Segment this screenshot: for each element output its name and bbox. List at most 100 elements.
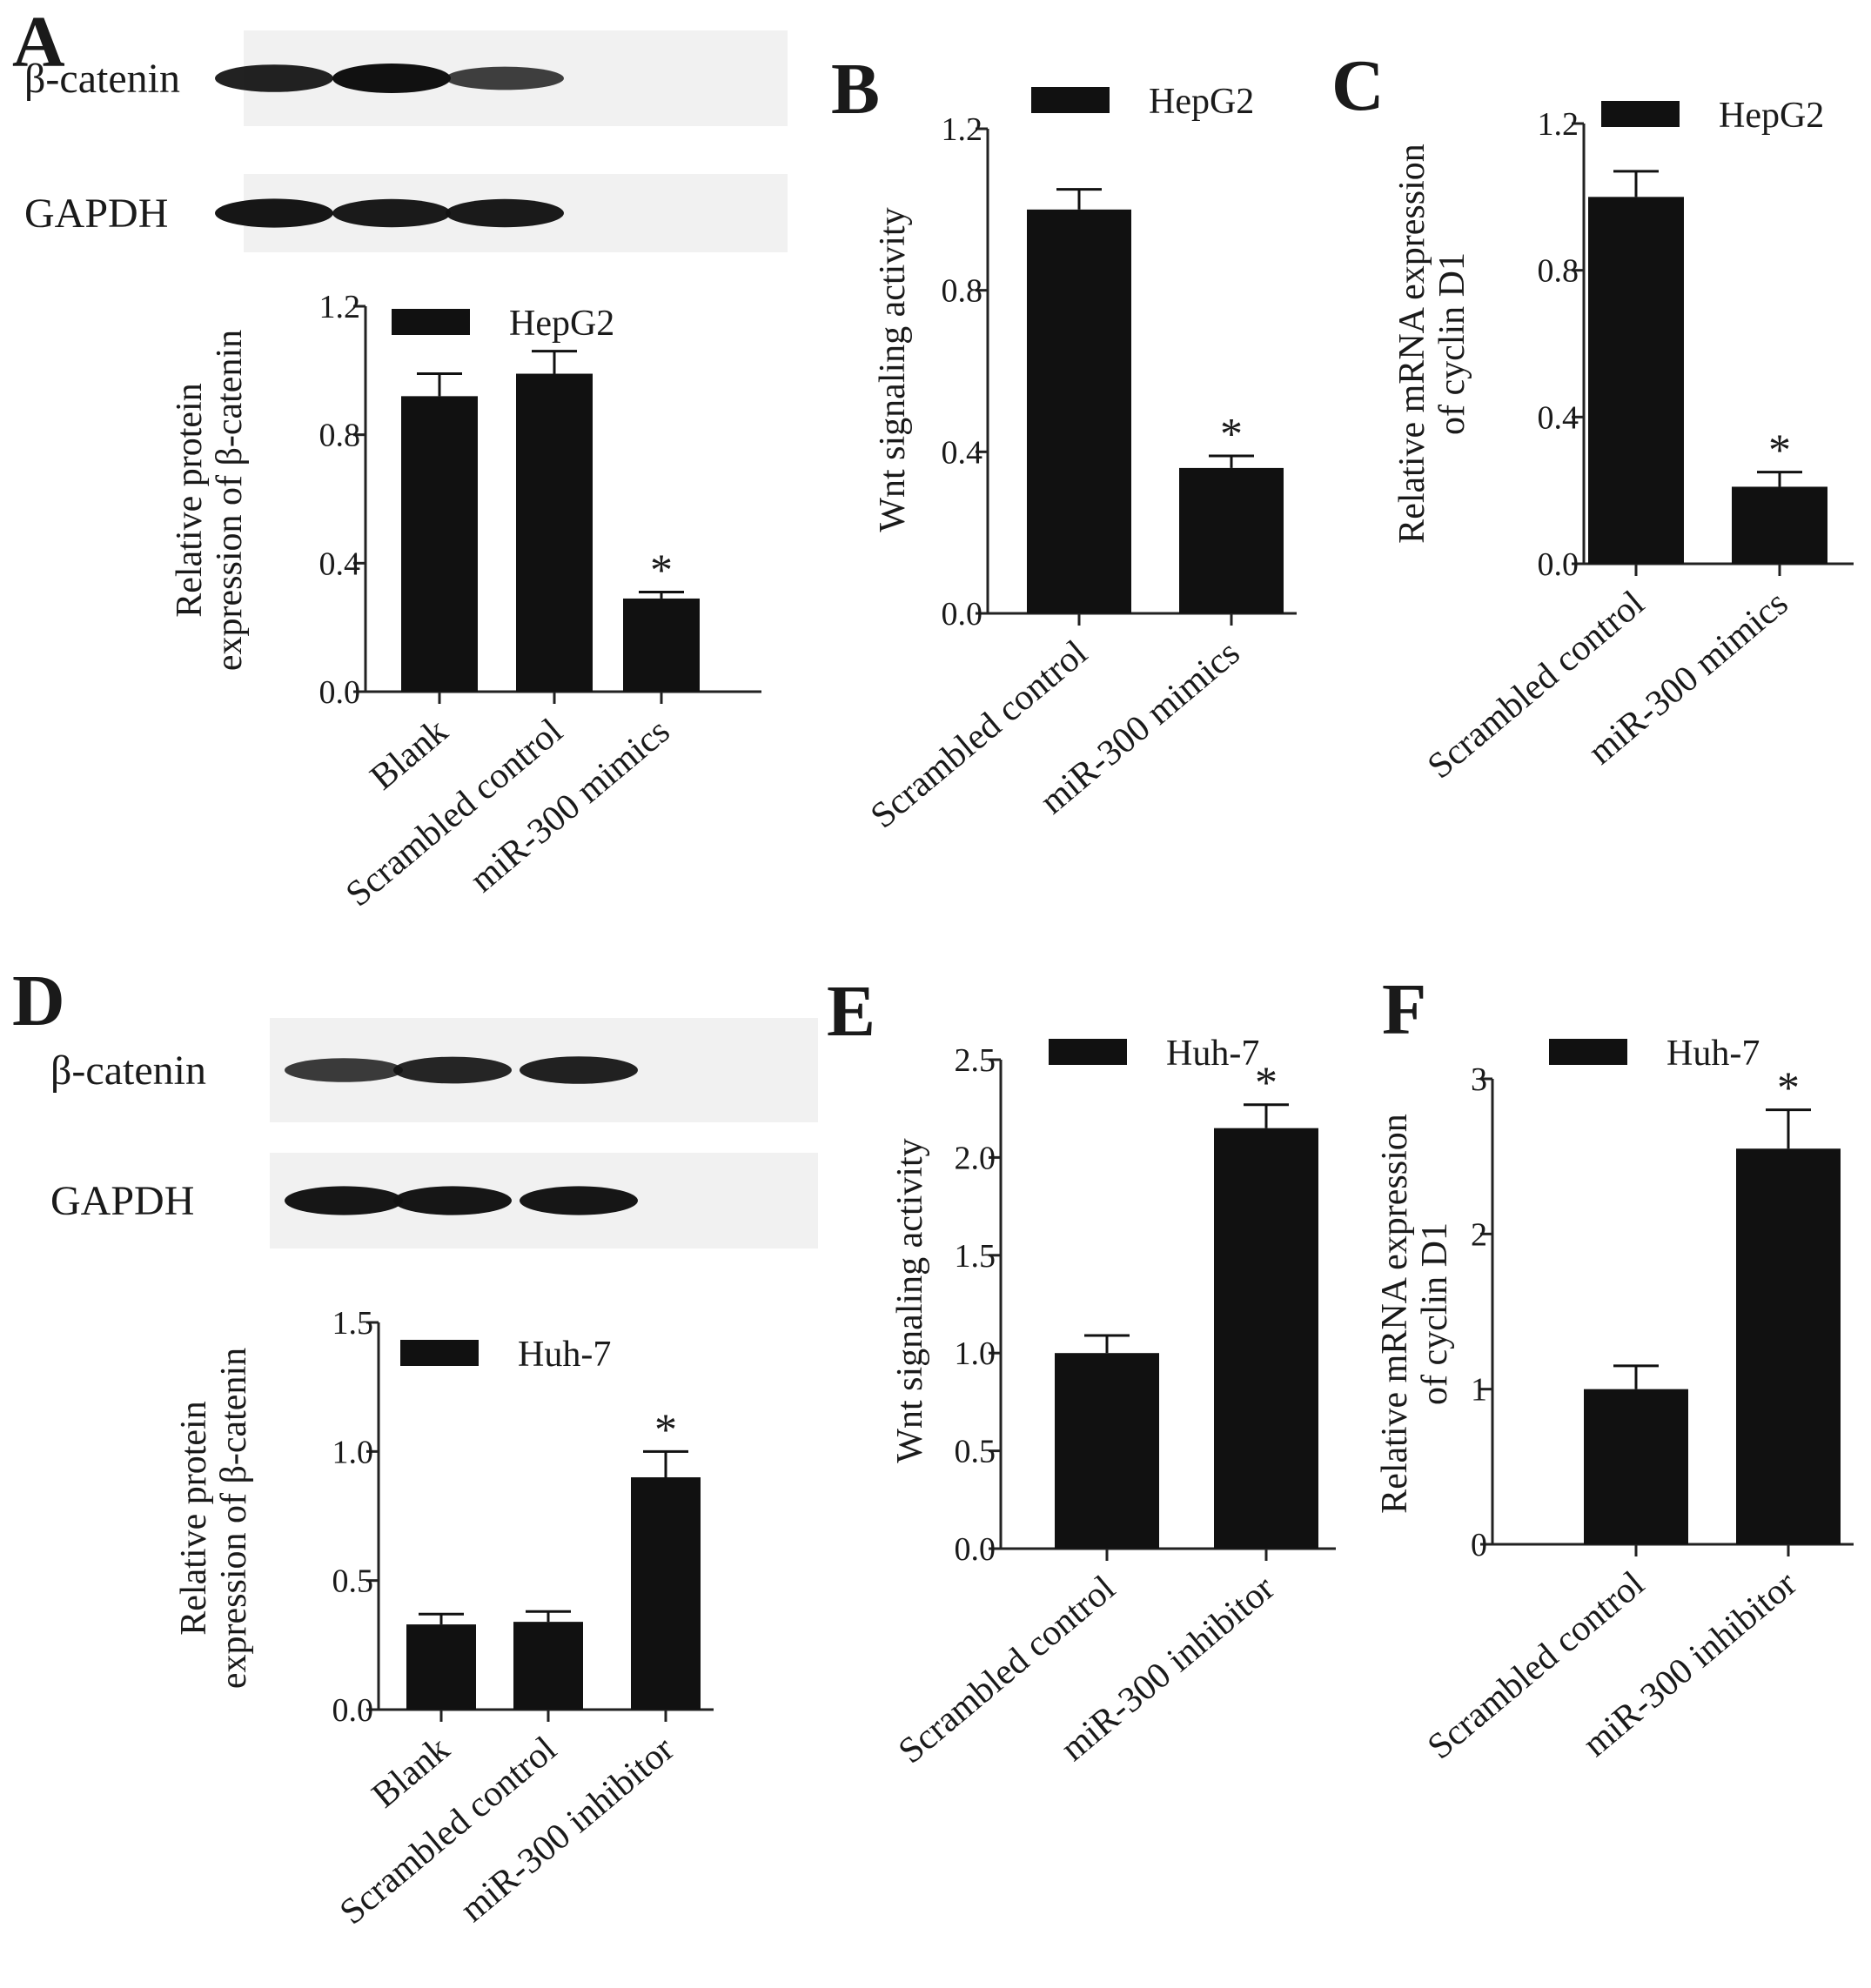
x-tick-label: miR-300 inhibitor <box>453 1729 682 1930</box>
blot-band <box>520 1056 638 1084</box>
panel-letter: B <box>831 49 880 130</box>
bar <box>1214 1128 1318 1549</box>
y-tick-label: 0.4 <box>942 434 983 471</box>
blot-band <box>285 1058 403 1082</box>
y-tick-label: 0.8 <box>319 418 361 454</box>
blot-band-label: β-catenin <box>50 1048 206 1094</box>
y-tick-label: 2.0 <box>955 1140 996 1176</box>
blot-band <box>393 1186 512 1215</box>
bar <box>1055 1353 1159 1549</box>
blot-band-label: GAPDH <box>50 1178 194 1224</box>
legend-swatch <box>1031 87 1110 113</box>
bar <box>513 1622 583 1710</box>
y-axis-label-line: Wnt signaling activity <box>890 1138 930 1463</box>
y-axis-label-line: Wnt signaling activity <box>873 207 913 532</box>
y-axis-label-line: Relative protein <box>170 383 210 617</box>
bar <box>623 598 700 692</box>
y-tick-label: 1.5 <box>955 1238 996 1275</box>
significance-marker: * <box>1768 426 1791 476</box>
y-axis-label-line: of cyclin D1 <box>1415 1222 1455 1405</box>
panel-letter: D <box>12 961 65 1041</box>
panel-letter: A <box>12 2 65 83</box>
y-tick-label: 1.0 <box>332 1434 374 1470</box>
y-axis-label: Relative protein expression of β-catenin <box>174 1348 254 1689</box>
significance-marker: * <box>654 1405 677 1455</box>
x-tick-label: Blank <box>365 1729 457 1816</box>
y-tick-label: 1.5 <box>332 1305 374 1342</box>
x-tick-label: miR-300 mimics <box>463 711 678 900</box>
panel-b: B 0.0 0.4 0.8 1.2 Wnt signaling activity HepG2… <box>831 49 1297 836</box>
bar <box>1179 467 1284 613</box>
legend-label: HepG2 <box>1149 82 1254 122</box>
legend-swatch <box>1549 1039 1627 1065</box>
western-blot: β-catenin GAPDH <box>24 30 788 252</box>
bar <box>1584 1389 1688 1544</box>
y-axis-label-line: Relative mRNA expression <box>1375 1114 1415 1514</box>
y-tick-label: 0.5 <box>955 1434 996 1470</box>
y-axis-label: Relative mRNA expression of cyclin D1 <box>1392 144 1472 544</box>
blot-band <box>332 64 451 93</box>
blot-band-label: GAPDH <box>24 191 168 237</box>
y-axis-label-line: expression of β-catenin <box>210 330 250 671</box>
y-tick-label: 3 <box>1471 1061 1487 1098</box>
y-tick-label: 2 <box>1471 1216 1487 1253</box>
legend-swatch <box>1049 1039 1127 1065</box>
significance-marker: * <box>1777 1064 1800 1114</box>
panel-letter: C <box>1331 45 1385 126</box>
blot-band <box>446 66 564 90</box>
panel-a: Aβ-catenin GAPDH 0.0 0.4 0.8 1.2 Relative prot… <box>12 2 788 914</box>
legend-label: HepG2 <box>1719 96 1824 136</box>
y-tick-label: 1.0 <box>955 1335 996 1372</box>
western-blot: β-catenin GAPDH <box>50 1018 818 1248</box>
legend-label: Huh-7 <box>1166 1034 1259 1074</box>
y-tick-label: 0.8 <box>942 273 983 310</box>
blot-band-label: β-catenin <box>24 56 180 102</box>
y-tick-label: 0 <box>1471 1527 1487 1563</box>
y-tick-label: 1.2 <box>1538 106 1579 143</box>
y-axis-label: Wnt signaling activity <box>873 207 913 532</box>
y-tick-label: 0.8 <box>1538 253 1579 290</box>
significance-marker: * <box>650 546 673 596</box>
x-tick-label: Blank <box>363 711 455 798</box>
panel-d: Dβ-catenin GAPDH 0.0 0.5 1.0 1.5 Relative prot… <box>12 961 818 1932</box>
significance-marker: * <box>1255 1059 1278 1108</box>
y-tick-label: 1.2 <box>942 111 983 148</box>
bar <box>401 396 478 692</box>
y-tick-label: 0.0 <box>942 596 983 633</box>
legend-swatch <box>1601 101 1680 127</box>
legend-swatch <box>400 1340 479 1366</box>
y-tick-label: 0.5 <box>332 1563 374 1600</box>
y-tick-label: 2.5 <box>955 1042 996 1079</box>
blot-band <box>215 64 333 92</box>
legend-swatch <box>392 309 470 335</box>
panel-letter: E <box>827 971 875 1052</box>
bar <box>1588 197 1684 565</box>
bar <box>406 1624 476 1710</box>
blot-band <box>520 1186 638 1215</box>
legend-label: Huh-7 <box>518 1335 611 1375</box>
y-tick-label: 0.0 <box>332 1692 374 1729</box>
blot-band <box>446 198 564 228</box>
y-tick-label: 0.0 <box>319 674 361 711</box>
blot-band <box>215 198 333 228</box>
significance-marker: * <box>1220 410 1243 459</box>
panel-f: F 0 1 2 3 Relative mRNA expression of cyclin D… <box>1375 969 1854 1767</box>
bar <box>1732 486 1827 564</box>
panel-e: E 0.0 0.5 1.0 1.5 2.0 2.5 Wnt signaling activit… <box>827 971 1336 1771</box>
y-axis-label-line: of cyclin D1 <box>1432 252 1472 435</box>
y-tick-label: 1 <box>1471 1372 1487 1409</box>
y-axis-label: Wnt signaling activity <box>890 1138 930 1463</box>
blot-band <box>285 1186 403 1215</box>
blot-band <box>393 1056 512 1084</box>
panel-c: C 0.0 0.4 0.8 1.2 Relative mRNA expression of … <box>1331 45 1854 786</box>
y-axis-label-line: expression of β-catenin <box>214 1348 254 1689</box>
y-axis-label-line: Relative mRNA expression <box>1392 144 1432 544</box>
y-axis-label: Relative protein expression of β-catenin <box>170 330 250 671</box>
legend-label: Huh-7 <box>1666 1034 1760 1074</box>
y-tick-label: 0.0 <box>1538 546 1579 583</box>
y-axis-label: Relative mRNA expression of cyclin D1 <box>1375 1114 1455 1514</box>
y-tick-label: 1.2 <box>319 289 361 325</box>
y-tick-label: 0.4 <box>319 546 361 582</box>
legend-label: HepG2 <box>509 304 614 344</box>
